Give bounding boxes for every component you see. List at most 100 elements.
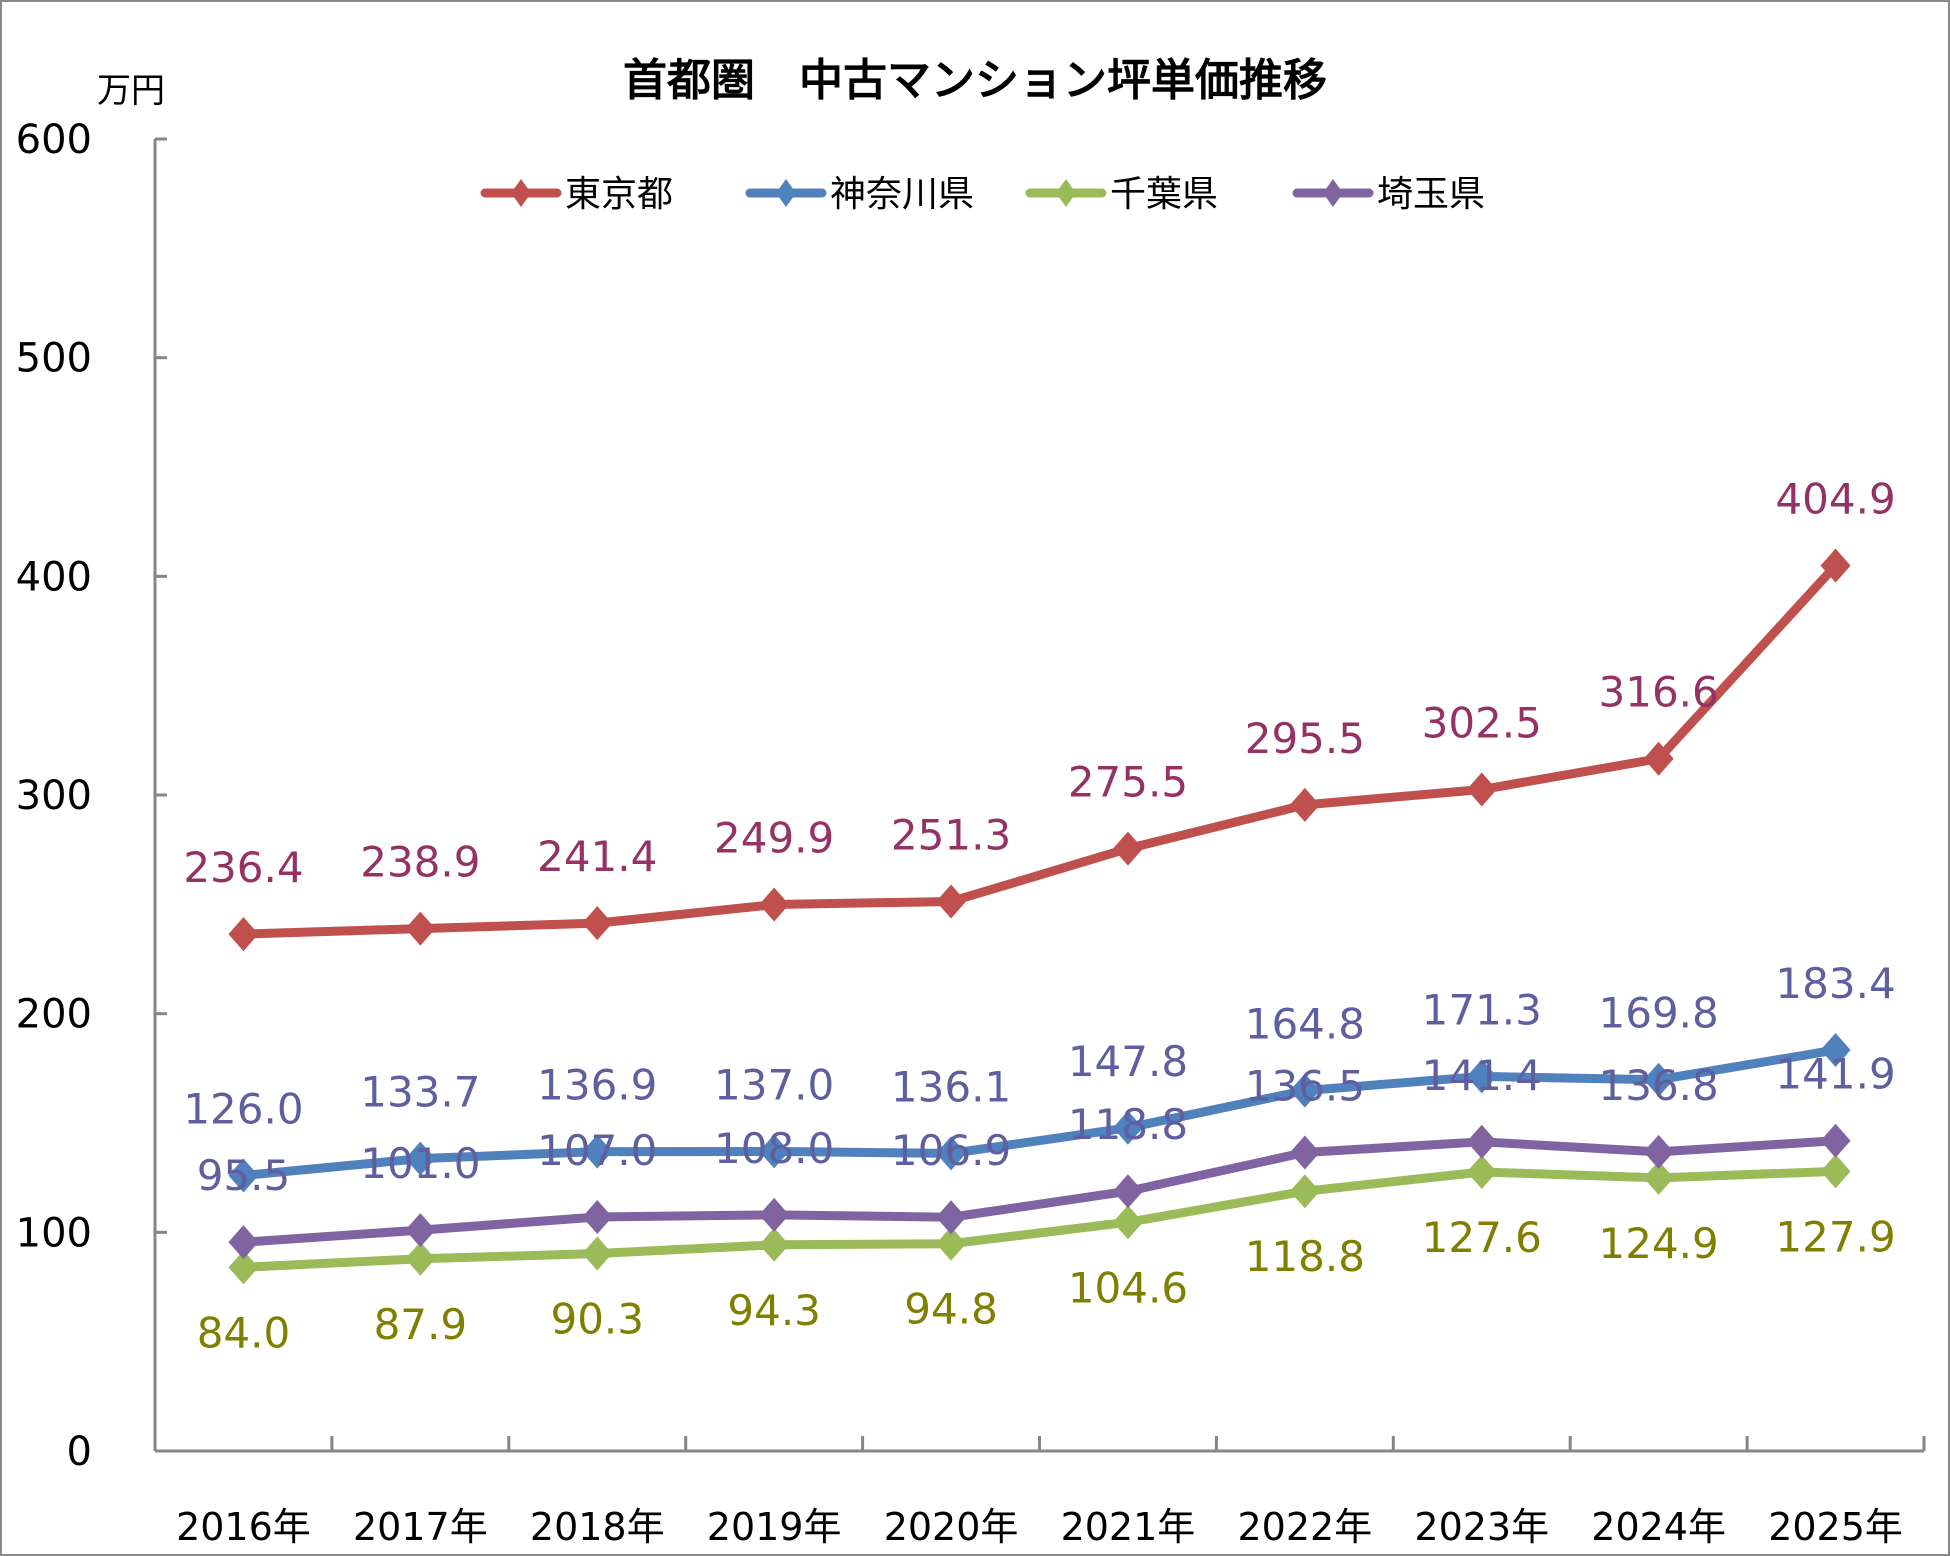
series-line	[243, 1166, 1836, 1272]
data-label: 141.9	[1775, 1050, 1895, 1099]
data-label: 133.7	[360, 1068, 480, 1117]
y-tick-label: 600	[16, 117, 92, 163]
data-label: 94.3	[727, 1286, 821, 1335]
data-label: 236.4	[183, 843, 303, 892]
data-point-marker	[1466, 1154, 1497, 1189]
data-label: 124.9	[1599, 1219, 1719, 1268]
data-label: 108.0	[714, 1124, 834, 1173]
series-3	[228, 1154, 1851, 1285]
data-label: 241.4	[537, 832, 657, 881]
data-point-marker	[1289, 1073, 1320, 1108]
data-label: 316.6	[1599, 668, 1719, 717]
data-label: 90.3	[550, 1295, 644, 1344]
data-point-marker	[1289, 1174, 1320, 1209]
chart-title: 首都圏 中古マンション坪単価推移	[623, 55, 1327, 106]
data-point-marker	[1466, 1124, 1497, 1159]
data-point-marker	[759, 1227, 790, 1262]
data-point-marker	[1466, 1059, 1497, 1094]
data-label: 84.0	[197, 1308, 291, 1357]
legend-label: 東京都	[565, 174, 673, 215]
data-label: 404.9	[1775, 475, 1895, 524]
data-label: 94.8	[904, 1285, 998, 1334]
data-labels: 236.4 238.9 241.4 249.9 251.3 275.5 295.5 302.5…	[183, 475, 1895, 1358]
series-2	[228, 1032, 1851, 1193]
data-point-marker	[582, 1134, 613, 1169]
x-tick-label: 2024年	[1591, 1505, 1726, 1549]
data-point-marker	[1820, 1032, 1851, 1067]
y-tick-label: 400	[16, 554, 92, 600]
legend-diamond-marker	[511, 179, 531, 207]
data-label: 126.0	[183, 1084, 303, 1133]
data-label: 136.8	[1599, 1061, 1719, 1110]
data-point-marker	[405, 1241, 436, 1276]
series-4	[228, 1123, 1851, 1260]
legend-label: 埼玉県	[1377, 174, 1485, 215]
data-label: 251.3	[891, 810, 1011, 859]
x-tick-label: 2022年	[1237, 1505, 1372, 1549]
data-label: 295.5	[1245, 714, 1365, 763]
x-tick-label: 2021年	[1061, 1505, 1196, 1549]
legend-diamond-marker	[776, 179, 796, 207]
data-point-marker	[936, 1200, 967, 1235]
data-point-marker	[936, 1136, 967, 1171]
data-label: 107.0	[537, 1126, 657, 1175]
legend-item-2: 神奈川県	[745, 174, 974, 215]
data-point-marker	[228, 1250, 259, 1285]
data-label: 169.8	[1599, 989, 1719, 1038]
x-tick-label: 2020年	[884, 1505, 1019, 1549]
data-label: 106.9	[891, 1126, 1011, 1175]
data-label: 183.4	[1775, 959, 1895, 1008]
x-tick-label: 2018年	[530, 1505, 665, 1549]
data-label: 87.9	[374, 1300, 468, 1349]
legend-diamond-marker	[1323, 179, 1343, 207]
data-label: 164.8	[1245, 1000, 1365, 1049]
x-tick-label: 2016年	[176, 1505, 311, 1549]
data-label: 275.5	[1068, 758, 1188, 807]
data-point-marker	[1466, 772, 1497, 807]
data-point-marker	[759, 887, 790, 922]
data-point-marker	[1112, 831, 1143, 866]
data-point-marker	[228, 917, 259, 952]
legend: 東京都 神奈川県 千葉県 埼玉県	[480, 174, 1485, 215]
data-point-marker	[1112, 1110, 1143, 1145]
data-label: 136.1	[891, 1062, 1011, 1111]
series-1	[228, 548, 1851, 952]
x-tick-label: 2025年	[1768, 1505, 1903, 1549]
data-point-marker	[1112, 1174, 1143, 1209]
data-label: 141.4	[1422, 1051, 1542, 1100]
data-point-marker	[228, 1158, 259, 1193]
data-label: 171.3	[1422, 985, 1542, 1034]
data-label: 127.6	[1422, 1213, 1542, 1262]
data-point-marker	[582, 906, 613, 941]
data-point-marker	[1289, 1135, 1320, 1170]
data-point-marker	[1643, 741, 1674, 776]
data-point-marker	[1820, 1154, 1851, 1189]
x-tick-label: 2019年	[707, 1505, 842, 1549]
series-line	[243, 562, 1839, 939]
x-tick-label: 2017年	[353, 1505, 488, 1549]
data-label: 249.9	[714, 814, 834, 863]
y-tick-label: 200	[16, 992, 92, 1038]
y-tick-label: 100	[16, 1210, 92, 1256]
data-label: 136.9	[537, 1061, 657, 1110]
data-point-marker	[759, 1134, 790, 1169]
data-point-marker	[1820, 1123, 1851, 1158]
data-point-marker	[1643, 1062, 1674, 1097]
data-point-marker	[759, 1197, 790, 1232]
legend-item-3: 千葉県	[1025, 174, 1218, 215]
series-line	[243, 1136, 1836, 1247]
data-point-marker	[405, 911, 436, 946]
data-label: 118.8	[1245, 1232, 1365, 1281]
data-point-marker	[1112, 1205, 1143, 1240]
data-point-marker	[405, 1141, 436, 1176]
data-point-marker	[228, 1225, 259, 1260]
data-label: 104.6	[1068, 1263, 1188, 1312]
data-point-marker	[1289, 787, 1320, 822]
data-point-marker	[1643, 1160, 1674, 1195]
data-label: 147.8	[1068, 1037, 1188, 1086]
data-label: 101.0	[360, 1139, 480, 1188]
y-tick-label: 0	[67, 1429, 92, 1475]
data-point-marker	[1820, 548, 1851, 583]
y-tick-label: 300	[16, 773, 92, 819]
